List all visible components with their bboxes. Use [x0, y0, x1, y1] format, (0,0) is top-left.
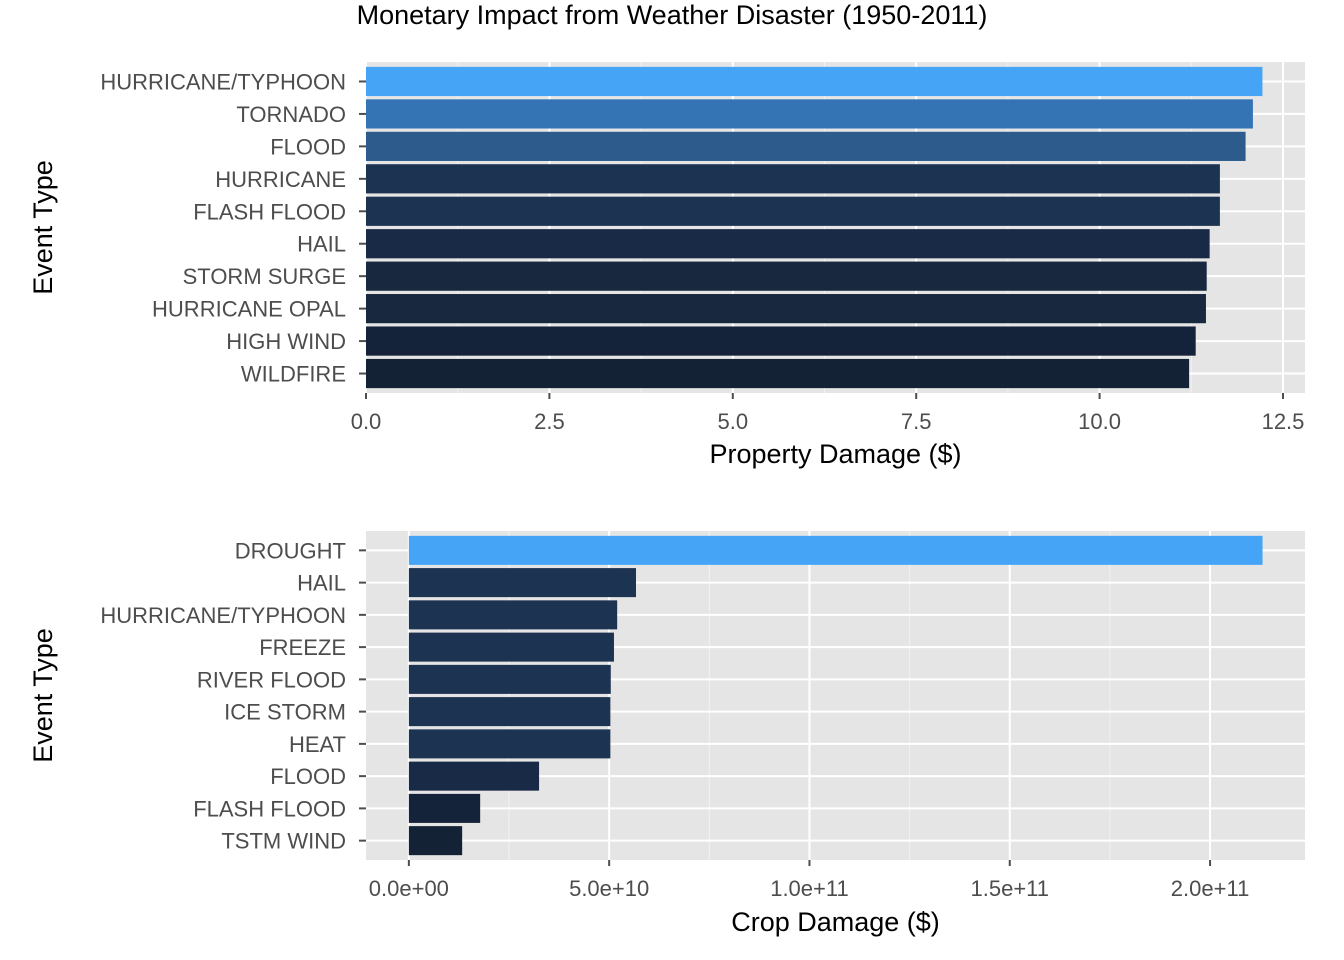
bar: [408, 600, 618, 630]
bar: [408, 632, 614, 662]
crop-damage-panel: 0.0e+00 5.0e+10 1.0e+11 1.5e+11 2.0e+11 DROUG…: [28, 531, 1305, 937]
category-label: WILDFIRE: [241, 362, 346, 387]
category-label: RIVER FLOOD: [197, 667, 346, 692]
category-label: HEAT: [289, 732, 346, 757]
x-tick-label: 10.0: [1078, 409, 1121, 434]
x-tick-label: 2.5: [534, 409, 565, 434]
bar: [366, 131, 1246, 161]
y-axis-title: Event Type: [28, 628, 58, 763]
chart-title: Monetary Impact from Weather Disaster (1…: [357, 0, 988, 30]
category-label: HAIL: [297, 571, 346, 596]
x-tick-label: 1.5e+11: [971, 876, 1050, 901]
bar: [408, 793, 481, 823]
category-label: FLOOD: [270, 134, 346, 159]
x-tick-label: 0.0: [351, 409, 382, 434]
y-axis-title: Event Type: [28, 160, 58, 295]
bar: [366, 196, 1220, 226]
category-label: ICE STORM: [224, 700, 346, 725]
category-label: HIGH WIND: [226, 329, 346, 354]
x-tick-label: 5.0e+10: [569, 876, 649, 901]
x-tick-label: 5.0: [718, 409, 749, 434]
x-tick-label: 0.0e+00: [369, 876, 449, 901]
category-label: FLASH FLOOD: [193, 199, 346, 224]
bar: [408, 826, 463, 856]
bar: [366, 326, 1196, 356]
x-axis-title: Crop Damage ($): [731, 907, 940, 937]
bar: [408, 761, 540, 791]
category-label: TORNADO: [236, 102, 346, 127]
bar: [408, 729, 611, 759]
category-label: DROUGHT: [235, 538, 346, 563]
bar: [408, 535, 1263, 565]
category-label: HURRICANE OPAL: [152, 297, 346, 322]
x-tick-label: 7.5: [901, 409, 932, 434]
category-label: HAIL: [297, 232, 346, 257]
category-label: FLASH FLOOD: [193, 796, 346, 821]
bar: [366, 66, 1263, 97]
bar: [408, 664, 611, 694]
category-label: FREEZE: [259, 635, 346, 660]
x-tick-label: 12.5: [1262, 409, 1305, 434]
category-label: HURRICANE/TYPHOON: [100, 69, 346, 94]
category-label: HURRICANE: [215, 167, 346, 192]
category-label: TSTM WIND: [221, 829, 346, 854]
property-damage-panel: 0.0 2.5 5.0 7.5 10.0 12.5 HURRICANE/TYPHOON TOR…: [28, 62, 1305, 469]
bar: [366, 358, 1190, 389]
bar: [366, 261, 1207, 291]
x-axis-title: Property Damage ($): [709, 439, 961, 469]
bar: [366, 164, 1220, 194]
category-label: FLOOD: [270, 764, 346, 789]
x-tick-label: 1.0e+11: [770, 876, 849, 901]
bar: [366, 99, 1253, 129]
bar: [366, 229, 1210, 259]
bar: [408, 568, 637, 598]
category-label: STORM SURGE: [183, 264, 346, 289]
category-label: HURRICANE/TYPHOON: [100, 603, 346, 628]
bar: [408, 697, 611, 727]
x-tick-label: 2.0e+11: [1171, 876, 1250, 901]
bar: [366, 294, 1206, 324]
